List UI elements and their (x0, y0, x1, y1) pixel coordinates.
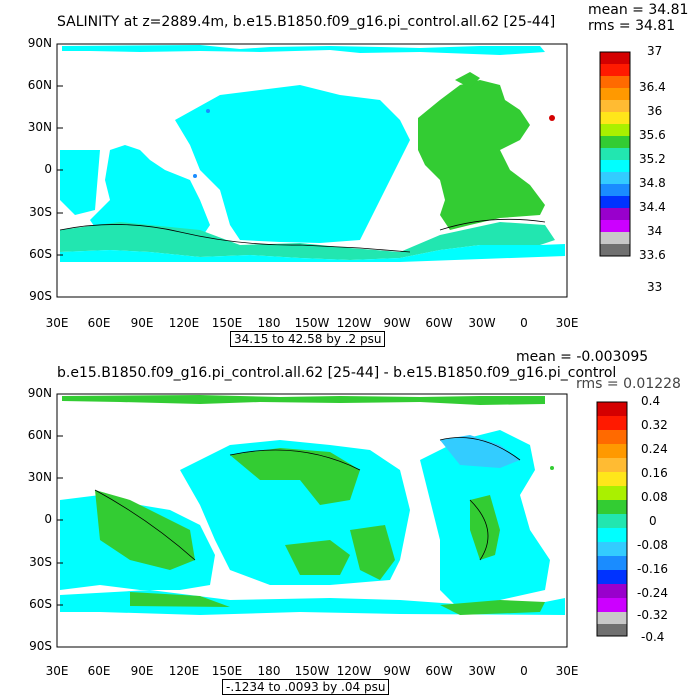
p2-cb-2: 0.24 (641, 442, 668, 456)
p1-cb-1: 36.4 (639, 80, 666, 94)
p1-lon-11: 0 (520, 316, 528, 330)
panel2-colorbar (596, 401, 628, 637)
p1-lon-5: 180 (257, 316, 281, 330)
p1-lat-60s: 60S (29, 247, 52, 261)
p1-lon-10: 30W (468, 316, 496, 330)
p2-cb-4: 0.08 (641, 490, 668, 504)
p2-lon-8: 90W (383, 664, 411, 678)
p1-lat-60n: 60N (27, 78, 52, 92)
p1-lon-9: 60W (425, 316, 453, 330)
p2-cb-8: -0.24 (637, 586, 669, 600)
panel1-colorbar (599, 51, 631, 257)
p2-lon-1: 60E (87, 664, 111, 678)
p1-lat-0: 0 (44, 162, 52, 176)
p1-lon-8: 90W (383, 316, 411, 330)
p2-lon-9: 60W (425, 664, 453, 678)
p1-lon-7: 120W (336, 316, 372, 330)
p1-lon-6: 150W (294, 316, 330, 330)
p2-cb-6: -0.08 (637, 538, 669, 552)
p1-lat-30n: 30N (27, 120, 52, 134)
panel2-range-label: -.1234 to .0093 by .04 psu (222, 679, 390, 695)
p2-lon-4: 150E (211, 664, 243, 678)
p1-lat-30s: 30S (29, 205, 52, 219)
p2-cb-5: 0 (649, 514, 657, 528)
p1-cb-2: 36 (647, 104, 663, 118)
p1-cb-9: 33 (647, 280, 663, 294)
p2-lat-90n: 90N (27, 386, 52, 400)
panel2-title: b.e15.B1850.f09_g16.pi_control.all.62 [2… (57, 365, 617, 381)
p1-cb-5: 34.8 (639, 176, 666, 190)
p2-lon-2: 90E (130, 664, 154, 678)
p2-lat-60s: 60S (29, 597, 52, 611)
p2-cb-3: 0.16 (641, 466, 668, 480)
p1-cb-0: 37 (647, 44, 663, 58)
p2-lon-3: 120E (168, 664, 200, 678)
p2-cb-1: 0.32 (641, 418, 668, 432)
p2-lon-6: 150W (294, 664, 330, 678)
p1-lat-90s: 90S (29, 289, 52, 303)
p1-cb-7: 34 (647, 224, 663, 238)
p2-cb-0: 0.4 (641, 394, 661, 408)
p1-cb-4: 35.2 (639, 152, 666, 166)
p1-lat-90n: 90N (27, 36, 52, 50)
p2-lon-11: 0 (520, 664, 528, 678)
panel1-southern-fill (60, 222, 555, 260)
panel1-indian-fill (90, 145, 210, 245)
panel1-range-label: 34.15 to 42.58 by .2 psu (230, 331, 386, 347)
panel2-map (56, 393, 568, 648)
p2-lat-30n: 30N (27, 470, 52, 484)
p2-cb-9: -0.32 (637, 608, 669, 622)
p2-lon-12: 30E (555, 664, 579, 678)
panel1-arctic-fill (62, 45, 545, 55)
p2-lat-90s: 90S (29, 639, 52, 653)
p1-lon-12: 30E (555, 316, 579, 330)
p1-lon-4: 150E (211, 316, 243, 330)
p2-lat-60n: 60N (27, 428, 52, 442)
panel1-atlantic-fill (418, 80, 545, 230)
p2-lon-5: 180 (257, 664, 281, 678)
p1-lon-0: 30E (45, 316, 69, 330)
p1-lon-1: 60E (87, 316, 111, 330)
panel2-rms: rms = 0.01228 (576, 376, 681, 392)
panel2-arctic-fill (62, 395, 545, 405)
p1-lon-2: 90E (130, 316, 154, 330)
panel1-rms: rms = 34.81 (588, 18, 676, 34)
p1-cb-3: 35.6 (639, 128, 666, 142)
panel1-high-spot (549, 115, 555, 121)
p1-lon-3: 120E (168, 316, 200, 330)
p2-lon-7: 120W (336, 664, 372, 678)
p2-lon-0: 30E (45, 664, 69, 678)
p2-cb-7: -0.16 (637, 562, 669, 576)
panel1-title: SALINITY at z=2889.4m, b.e15.B1850.f09_g… (57, 14, 556, 30)
p1-cb-8: 33.6 (639, 248, 666, 262)
panel1-mean: mean = 34.81 (588, 2, 689, 18)
p2-lat-0: 0 (44, 512, 52, 526)
p2-lat-30s: 30S (29, 555, 52, 569)
panel2-mean: mean = -0.003095 (516, 349, 649, 365)
p1-cb-6: 34.4 (639, 200, 666, 214)
p2-cb-10: -0.4 (641, 630, 665, 644)
panel1-pacific-fill (175, 85, 410, 243)
panel1-map (56, 43, 568, 298)
p2-lon-10: 30W (468, 664, 496, 678)
